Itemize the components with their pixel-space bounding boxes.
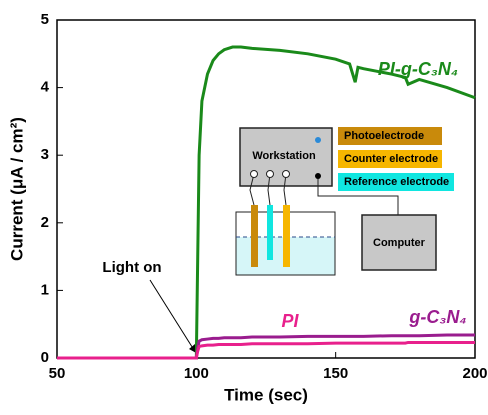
cable (317, 176, 399, 215)
annotation-arrow (149, 279, 195, 351)
port (315, 173, 321, 179)
series-label: PI (281, 311, 299, 331)
legend-box (338, 150, 442, 168)
x-tick-label: 200 (462, 365, 487, 382)
series-label: PI-g-C₃N₄ (378, 59, 458, 79)
x-tick-label: 150 (323, 365, 348, 382)
electrode (251, 205, 258, 267)
inset-label: Reference electrode (344, 176, 449, 188)
y-tick-label: 5 (41, 11, 49, 28)
data-line (57, 45, 476, 360)
legend-box (338, 173, 454, 191)
x-axis-label: Time (sec) (224, 385, 308, 404)
inset-label: Computer (373, 237, 426, 249)
x-tick-label: 100 (184, 365, 209, 382)
port (266, 170, 274, 178)
led (315, 137, 321, 143)
inset-label: Counter electrode (344, 153, 438, 165)
wire (249, 173, 255, 206)
x-tick-label: 50 (49, 365, 66, 382)
annotation: Light on (102, 259, 161, 276)
y-tick-label: 1 (41, 281, 49, 298)
computer-box (361, 214, 437, 271)
data-line (57, 333, 475, 360)
electrode (267, 205, 273, 260)
inset-diagram: Workstation Photoelectrode Counter elect… (235, 127, 454, 276)
port (250, 170, 258, 178)
series-label: g-C₃N₄ (408, 307, 466, 327)
data-line (57, 340, 475, 360)
electrode (283, 205, 290, 267)
legend-box (338, 127, 442, 145)
inset-label: Photoelectrode (344, 130, 424, 142)
wire (267, 173, 271, 206)
wire (283, 173, 287, 206)
y-tick-label: 4 (41, 79, 50, 96)
plot-frame (56, 19, 476, 359)
inset-label: Workstation (252, 150, 316, 162)
y-tick-label: 2 (41, 214, 49, 231)
y-tick-label: 0 (41, 349, 49, 366)
port (282, 170, 290, 178)
y-tick-label: 3 (41, 146, 49, 163)
y-axis-label: Current (μA / cm²) (7, 117, 26, 261)
